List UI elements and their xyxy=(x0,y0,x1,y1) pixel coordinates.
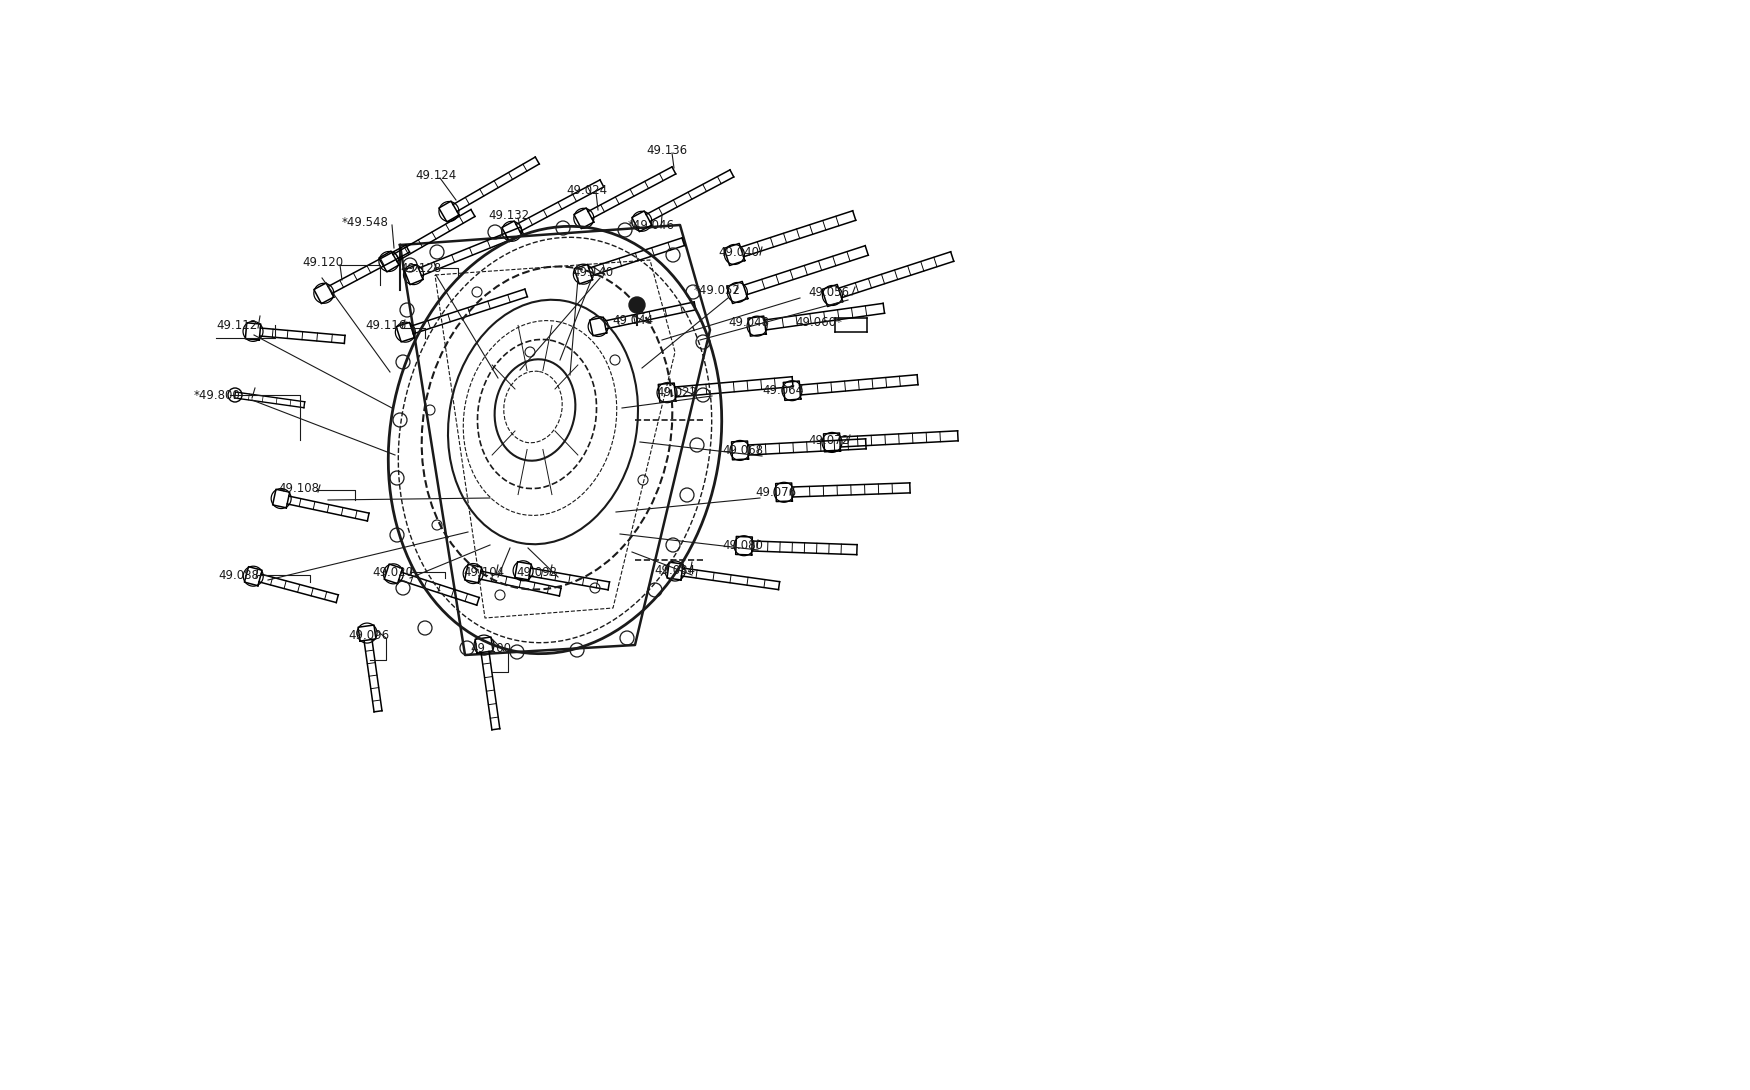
Text: 49.096: 49.096 xyxy=(348,629,388,642)
Text: 49.108: 49.108 xyxy=(278,482,318,495)
Text: 49.048: 49.048 xyxy=(728,315,768,328)
Text: 49.080: 49.080 xyxy=(723,538,763,552)
Text: *49.800: *49.800 xyxy=(194,388,242,401)
Circle shape xyxy=(628,296,646,313)
Text: 49.072: 49.072 xyxy=(808,434,849,447)
Text: 49.056: 49.056 xyxy=(808,286,849,299)
Text: 49.104: 49.104 xyxy=(464,566,504,579)
Text: 49.064: 49.064 xyxy=(761,384,803,397)
Text: 49.132: 49.132 xyxy=(488,208,528,221)
Text: 49.100: 49.100 xyxy=(471,642,511,654)
Text: 49.076: 49.076 xyxy=(754,485,796,498)
Text: 49.024: 49.024 xyxy=(565,183,607,196)
Text: 49.124: 49.124 xyxy=(415,169,457,182)
Text: 49.120: 49.120 xyxy=(303,255,343,268)
Text: 49.044: 49.044 xyxy=(612,314,653,327)
Text: 49.112: 49.112 xyxy=(215,318,257,331)
Text: 49.022: 49.022 xyxy=(656,386,696,399)
Text: 49.140: 49.140 xyxy=(572,266,612,279)
Text: 49.084: 49.084 xyxy=(654,564,695,577)
Text: 49.060*: 49.060* xyxy=(794,315,842,328)
Text: 49.136: 49.136 xyxy=(646,144,688,157)
Text: *49.548: *49.548 xyxy=(341,216,388,229)
Text: 49.068: 49.068 xyxy=(723,444,763,457)
Text: *49.052: *49.052 xyxy=(695,283,740,296)
Text: 49.020: 49.020 xyxy=(373,566,413,579)
Text: *49.046: *49.046 xyxy=(628,218,676,231)
Text: 49.040: 49.040 xyxy=(718,245,760,258)
Text: 49.128: 49.128 xyxy=(401,262,441,275)
Text: 49.088: 49.088 xyxy=(219,569,259,581)
Text: 49.116: 49.116 xyxy=(366,318,406,331)
Text: 49.092: 49.092 xyxy=(516,566,556,579)
